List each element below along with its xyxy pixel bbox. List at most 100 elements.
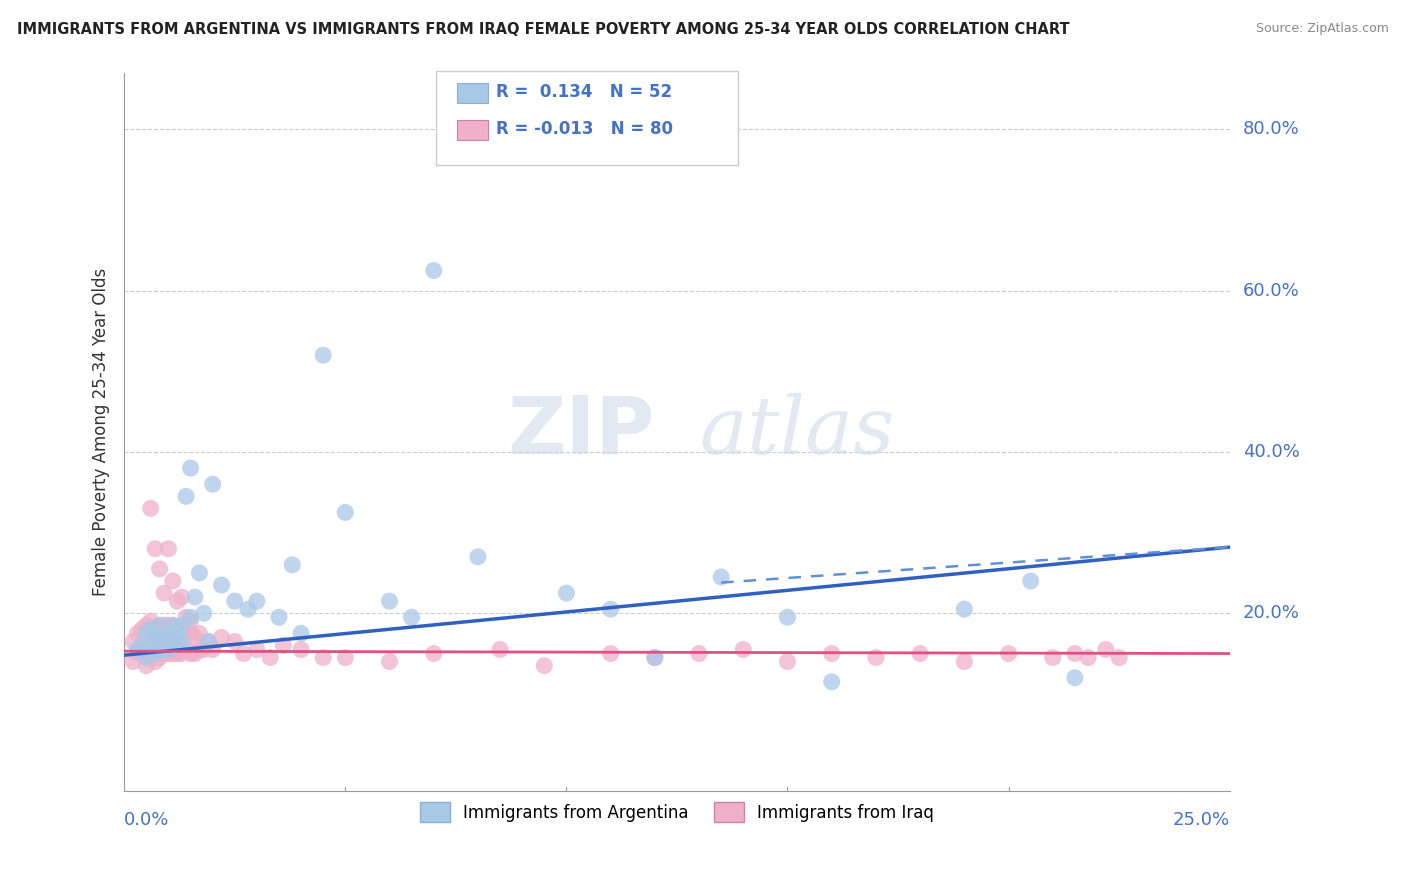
Point bbox=[153, 642, 176, 657]
Point bbox=[135, 639, 157, 653]
Point bbox=[193, 606, 215, 620]
Point bbox=[267, 610, 290, 624]
Point bbox=[533, 658, 555, 673]
Point bbox=[149, 642, 172, 657]
Point bbox=[201, 642, 224, 657]
Point bbox=[166, 639, 188, 653]
Point bbox=[644, 650, 666, 665]
Text: atlas: atlas bbox=[699, 393, 894, 471]
Text: 25.0%: 25.0% bbox=[1173, 811, 1230, 829]
Text: IMMIGRANTS FROM ARGENTINA VS IMMIGRANTS FROM IRAQ FEMALE POVERTY AMONG 25-34 YEA: IMMIGRANTS FROM ARGENTINA VS IMMIGRANTS … bbox=[17, 22, 1070, 37]
Point bbox=[422, 263, 444, 277]
Point bbox=[143, 647, 166, 661]
Point bbox=[401, 610, 423, 624]
Point bbox=[197, 634, 219, 648]
Point bbox=[149, 631, 172, 645]
Point bbox=[157, 626, 180, 640]
Text: 40.0%: 40.0% bbox=[1243, 443, 1299, 461]
Point bbox=[211, 631, 233, 645]
Point bbox=[139, 615, 162, 629]
Point bbox=[162, 618, 184, 632]
Text: ZIP: ZIP bbox=[508, 392, 655, 471]
Point bbox=[143, 541, 166, 556]
Point bbox=[489, 642, 512, 657]
Point bbox=[127, 647, 149, 661]
Point bbox=[232, 647, 254, 661]
Point bbox=[127, 626, 149, 640]
Point bbox=[162, 618, 184, 632]
Point bbox=[157, 618, 180, 632]
Point bbox=[139, 623, 162, 637]
Point bbox=[188, 642, 211, 657]
Point bbox=[143, 623, 166, 637]
Point bbox=[157, 642, 180, 657]
Point bbox=[467, 549, 489, 564]
Point bbox=[1064, 647, 1087, 661]
Point bbox=[139, 501, 162, 516]
Point bbox=[135, 658, 157, 673]
Text: 20.0%: 20.0% bbox=[1243, 604, 1299, 623]
Point bbox=[312, 650, 335, 665]
Text: 80.0%: 80.0% bbox=[1243, 120, 1299, 138]
Point bbox=[143, 634, 166, 648]
Text: Source: ZipAtlas.com: Source: ZipAtlas.com bbox=[1256, 22, 1389, 36]
Text: R =  0.134   N = 52: R = 0.134 N = 52 bbox=[496, 83, 672, 101]
Point bbox=[378, 655, 401, 669]
Point bbox=[143, 634, 166, 648]
Point bbox=[1042, 650, 1064, 665]
Point bbox=[224, 594, 246, 608]
Point bbox=[224, 634, 246, 648]
Point bbox=[211, 578, 233, 592]
Point bbox=[157, 647, 180, 661]
Legend: Immigrants from Argentina, Immigrants from Iraq: Immigrants from Argentina, Immigrants fr… bbox=[413, 796, 941, 829]
Point bbox=[188, 566, 211, 580]
Point bbox=[246, 642, 269, 657]
Point bbox=[180, 610, 202, 624]
Point bbox=[135, 618, 157, 632]
Point bbox=[166, 594, 188, 608]
Point bbox=[122, 655, 145, 669]
Point bbox=[162, 634, 184, 648]
Point bbox=[139, 634, 162, 648]
Point bbox=[170, 590, 193, 604]
Point bbox=[184, 631, 207, 645]
Point bbox=[149, 562, 172, 576]
Point bbox=[174, 610, 197, 624]
Point bbox=[180, 615, 202, 629]
Point bbox=[821, 674, 844, 689]
Point bbox=[143, 655, 166, 669]
Point bbox=[1095, 642, 1118, 657]
Text: 60.0%: 60.0% bbox=[1243, 282, 1299, 300]
Point bbox=[599, 602, 621, 616]
Point bbox=[188, 626, 211, 640]
Point bbox=[201, 477, 224, 491]
Point bbox=[166, 647, 188, 661]
Point bbox=[273, 639, 295, 653]
Point bbox=[135, 626, 157, 640]
Point bbox=[953, 602, 976, 616]
Text: 0.0%: 0.0% bbox=[124, 811, 170, 829]
Point bbox=[259, 650, 281, 665]
Point bbox=[908, 647, 931, 661]
Point bbox=[157, 639, 180, 653]
Point bbox=[174, 626, 197, 640]
Point bbox=[180, 461, 202, 475]
Point bbox=[149, 634, 172, 648]
Point bbox=[378, 594, 401, 608]
Point bbox=[555, 586, 578, 600]
Point bbox=[122, 634, 145, 648]
Point bbox=[127, 642, 149, 657]
Point bbox=[644, 650, 666, 665]
Point bbox=[953, 655, 976, 669]
Point bbox=[180, 626, 202, 640]
Point bbox=[166, 631, 188, 645]
Point bbox=[776, 655, 799, 669]
Point bbox=[688, 647, 710, 661]
Point bbox=[335, 505, 357, 519]
Point bbox=[236, 602, 259, 616]
Text: R = -0.013   N = 80: R = -0.013 N = 80 bbox=[496, 120, 673, 138]
Point bbox=[149, 618, 172, 632]
Point bbox=[153, 647, 176, 661]
Point bbox=[166, 626, 188, 640]
Point bbox=[153, 618, 176, 632]
